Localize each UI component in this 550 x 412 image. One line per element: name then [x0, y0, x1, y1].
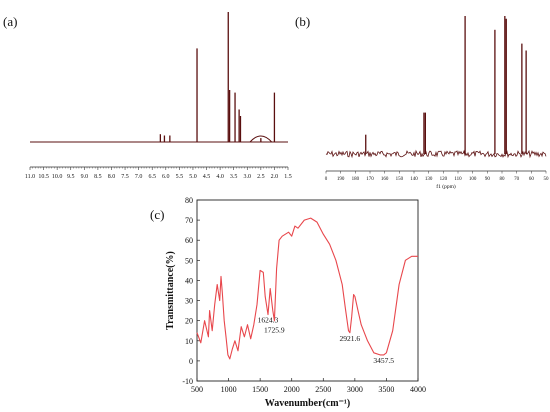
broad-hump: [249, 135, 273, 143]
x-tick-label: 7.5: [121, 174, 129, 180]
x-tick-label: 10.0: [52, 174, 63, 180]
x-tick-label: 9.5: [67, 174, 75, 180]
peak-annotation: 1725.9: [264, 326, 285, 335]
x-tick-label: 6.5: [148, 174, 156, 180]
x-axis-label: f1 (ppm): [436, 183, 456, 190]
x-tick-label: 120: [440, 177, 448, 182]
x-tick-label: 60: [529, 177, 535, 182]
x-tick-label: 190: [337, 177, 345, 182]
x-tick-label: 2500: [315, 385, 331, 394]
x-tick-label: 6.0: [162, 174, 170, 180]
y-tick-label: -10: [182, 377, 193, 386]
x-tick-label: 500: [191, 385, 203, 394]
x-tick-label: 50: [544, 177, 550, 182]
ftir-series-line: [196, 217, 418, 360]
x-tick-label: 170: [366, 177, 374, 182]
y-tick-label: 50: [185, 256, 193, 265]
x-tick-label: 180: [352, 177, 360, 182]
x-tick-label: 1000: [221, 385, 237, 394]
x-tick-label: 8.0: [108, 174, 116, 180]
x-tick-label: 1500: [252, 385, 268, 394]
x-tick-label: 3500: [378, 385, 394, 394]
x-tick-label: 9.0: [81, 174, 89, 180]
x-tick-label: 3.5: [230, 174, 238, 180]
x-tick-label: 11.0: [25, 174, 35, 180]
y-tick-label: 70: [185, 216, 193, 225]
x-tick-label: 8.5: [94, 174, 102, 180]
panel-b-label: (b): [295, 14, 311, 29]
y-tick-label: 60: [185, 236, 193, 245]
x-tick-label: 110: [454, 177, 462, 182]
x-tick-label: 1.5: [284, 174, 292, 180]
x-tick-label: 150: [396, 177, 404, 182]
x-tick-label: 5.0: [189, 174, 197, 180]
panel-c-label: (c): [150, 207, 165, 222]
y-tick-label: 80: [185, 196, 193, 205]
y-tick-label: 30: [185, 297, 193, 306]
x-tick-label: 90: [485, 177, 491, 182]
peak-annotation: 1624.3: [258, 316, 279, 325]
y-tick-label: 0: [189, 357, 193, 366]
y-tick-label: 20: [185, 317, 193, 326]
x-tick-label: 4.0: [216, 174, 224, 180]
x-tick-label: 2.5: [257, 174, 265, 180]
x-tick-label: 2000: [284, 385, 300, 394]
y-axis-label: Transmittance(%): [165, 251, 176, 330]
x-tick-label: 0: [325, 177, 328, 182]
y-tick-label: 10: [185, 337, 193, 346]
x-tick-label: 4000: [410, 385, 426, 394]
x-tick-label: 4.5: [203, 174, 211, 180]
y-tick-label: 40: [185, 276, 193, 285]
peak-annotation: 2921.6: [340, 334, 361, 343]
panel-a-label: (a): [3, 14, 18, 29]
x-tick-label: 5.5: [176, 174, 184, 180]
x-tick-label: 3000: [347, 385, 363, 394]
x-tick-label: 80: [500, 177, 506, 182]
x-tick-label: 2.0: [271, 174, 279, 180]
plot-frame: [196, 199, 419, 382]
x-tick-label: 10.5: [38, 174, 49, 180]
peak-annotation: 3457.5: [373, 356, 394, 365]
x-tick-label: 3.0: [244, 174, 252, 180]
x-tick-label: 140: [410, 177, 418, 182]
x-axis-label: Wavenumber(cm⁻¹): [265, 398, 350, 409]
x-tick-label: 130: [425, 177, 433, 182]
x-tick-label: 160: [381, 177, 389, 182]
x-tick-label: 7.0: [135, 174, 143, 180]
x-tick-label: 100: [469, 177, 477, 182]
x-tick-label: 70: [514, 177, 520, 182]
noise-baseline: [325, 149, 547, 159]
